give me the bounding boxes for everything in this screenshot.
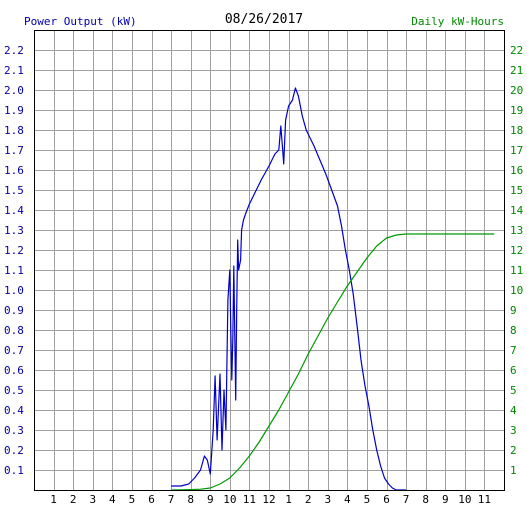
right-tick-label: 20 bbox=[510, 84, 523, 97]
x-tick-label: 10 bbox=[223, 493, 236, 506]
x-tick-label: 6 bbox=[383, 493, 390, 506]
x-tick-label: 9 bbox=[442, 493, 449, 506]
x-tick-label: 12 bbox=[262, 493, 275, 506]
x-tick-label: 2 bbox=[70, 493, 77, 506]
left-tick-label: 1.6 bbox=[4, 164, 24, 177]
left-tick-label: 1.3 bbox=[4, 224, 24, 237]
right-tick-label: 6 bbox=[510, 364, 517, 377]
x-tick-label: 11 bbox=[243, 493, 256, 506]
right-tick-label: 22 bbox=[510, 44, 523, 57]
power-output-series-line bbox=[171, 87, 407, 491]
x-tick-label: 7 bbox=[403, 493, 410, 506]
tick-labels: 1 2 3 4 5 6 7 8 9 10 11 12 1 2 3 4 5 6 7 8 9 10 110.10.20.30.4… bbox=[4, 44, 524, 506]
grid bbox=[34, 30, 504, 490]
x-tick-label: 4 bbox=[109, 493, 116, 506]
x-tick-label: 3 bbox=[89, 493, 96, 506]
left-tick-label: 0.1 bbox=[4, 464, 24, 477]
right-axis-title: Daily kW-Hours bbox=[411, 15, 504, 28]
right-tick-label: 14 bbox=[510, 204, 524, 217]
left-tick-label: 1.4 bbox=[4, 204, 24, 217]
x-tick-label: 3 bbox=[324, 493, 331, 506]
left-tick-label: 0.2 bbox=[4, 444, 24, 457]
right-tick-label: 17 bbox=[510, 144, 523, 157]
right-tick-label: 1 bbox=[510, 464, 517, 477]
x-tick-label: 1 bbox=[285, 493, 292, 506]
x-tick-label: 9 bbox=[207, 493, 214, 506]
right-tick-label: 18 bbox=[510, 124, 523, 137]
x-tick-label: 10 bbox=[458, 493, 471, 506]
left-tick-label: 1.8 bbox=[4, 124, 24, 137]
left-tick-label: 1.7 bbox=[4, 144, 24, 157]
x-tick-label: 7 bbox=[168, 493, 175, 506]
right-tick-label: 7 bbox=[510, 344, 517, 357]
left-axis-title: Power Output (kW) bbox=[24, 15, 137, 28]
right-tick-label: 10 bbox=[510, 284, 523, 297]
plot-frame bbox=[34, 30, 505, 491]
left-tick-label: 0.7 bbox=[4, 344, 24, 357]
left-tick-label: 2.2 bbox=[4, 44, 24, 57]
right-tick-label: 5 bbox=[510, 384, 517, 397]
x-tick-label: 11 bbox=[478, 493, 491, 506]
left-tick-label: 1.9 bbox=[4, 104, 24, 117]
left-tick-label: 1.1 bbox=[4, 264, 24, 277]
right-tick-label: 2 bbox=[510, 444, 517, 457]
left-tick-label: 0.6 bbox=[4, 364, 24, 377]
right-tick-label: 9 bbox=[510, 304, 517, 317]
left-tick-label: 2.1 bbox=[4, 64, 24, 77]
left-tick-label: 1.2 bbox=[4, 244, 24, 257]
plot-series bbox=[171, 87, 495, 491]
right-tick-label: 4 bbox=[510, 404, 517, 417]
left-tick-label: 1.5 bbox=[4, 184, 24, 197]
x-tick-label: 5 bbox=[129, 493, 136, 506]
right-tick-label: 8 bbox=[510, 324, 517, 337]
right-tick-label: 3 bbox=[510, 424, 517, 437]
left-tick-label: 0.5 bbox=[4, 384, 24, 397]
x-tick-label: 4 bbox=[344, 493, 351, 506]
x-tick-label: 1 bbox=[50, 493, 57, 506]
x-tick-label: 2 bbox=[305, 493, 312, 506]
x-tick-label: 8 bbox=[187, 493, 194, 506]
daily-kwh-series-line bbox=[171, 233, 495, 491]
left-tick-label: 0.3 bbox=[4, 424, 24, 437]
left-tick-label: 1.0 bbox=[4, 284, 24, 297]
left-tick-label: 0.9 bbox=[4, 304, 24, 317]
chart-title: 08/26/2017 bbox=[225, 12, 303, 27]
right-tick-label: 13 bbox=[510, 224, 523, 237]
right-tick-label: 16 bbox=[510, 164, 523, 177]
x-tick-label: 6 bbox=[148, 493, 155, 506]
right-tick-label: 11 bbox=[510, 264, 523, 277]
right-tick-label: 15 bbox=[510, 184, 523, 197]
right-tick-label: 19 bbox=[510, 104, 523, 117]
left-tick-label: 0.8 bbox=[4, 324, 24, 337]
left-tick-label: 0.4 bbox=[4, 404, 24, 417]
x-tick-label: 8 bbox=[422, 493, 429, 506]
right-tick-label: 21 bbox=[510, 64, 523, 77]
right-tick-label: 12 bbox=[510, 244, 523, 257]
left-tick-label: 2.0 bbox=[4, 84, 24, 97]
x-tick-label: 5 bbox=[364, 493, 371, 506]
